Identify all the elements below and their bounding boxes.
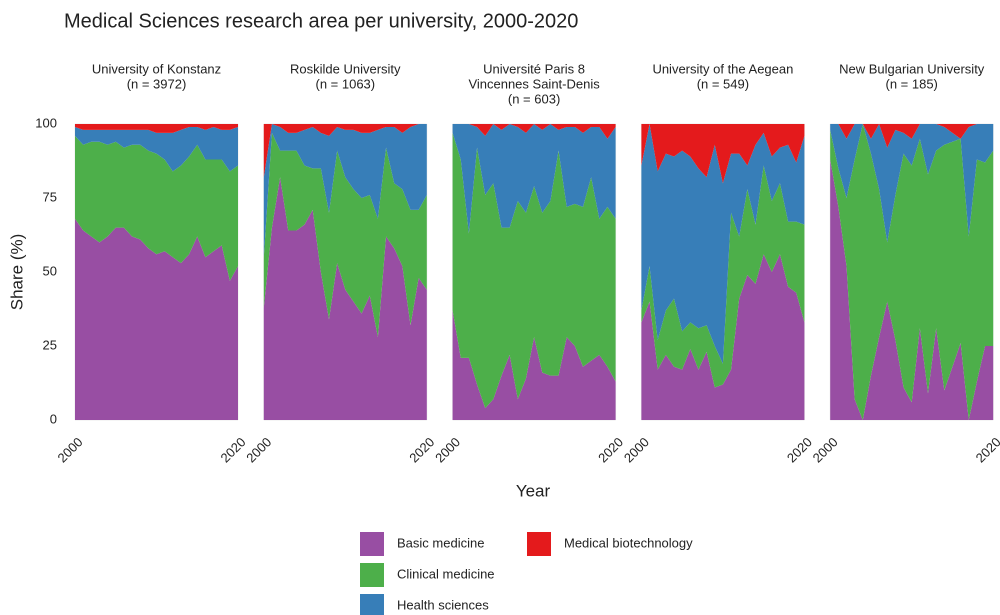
facet-title: University of Konstanz	[92, 61, 221, 76]
facet-title: University of the Aegean	[652, 61, 793, 76]
area	[75, 126, 238, 172]
y-tick-label: 50	[43, 263, 57, 278]
facet-title: New Bulgarian University	[839, 61, 985, 76]
area	[641, 124, 805, 184]
x-tick-label: 2000	[432, 434, 463, 465]
x-tick-label: 2000	[621, 434, 652, 465]
y-tick-label: 25	[43, 337, 57, 352]
facet-title: (n = 185)	[885, 76, 937, 91]
facet-title: (n = 549)	[697, 76, 749, 91]
x-tick-label: 2000	[810, 434, 841, 465]
y-tick-label: 0	[50, 411, 57, 426]
area	[452, 310, 616, 420]
area	[830, 159, 994, 420]
x-tick-label: 2000	[243, 434, 274, 465]
facet-title: (n = 3972)	[127, 76, 187, 91]
area	[263, 124, 427, 258]
x-tick-label: 2000	[54, 434, 85, 465]
area	[830, 124, 994, 243]
y-tick-label: 75	[43, 189, 57, 204]
legend-swatch	[360, 563, 384, 587]
x-tick-label: 2020	[595, 434, 626, 465]
area	[641, 254, 805, 420]
y-axis-label: Share (%)	[7, 234, 26, 311]
legend-swatch	[360, 594, 384, 615]
area	[75, 135, 238, 281]
facet-title: Roskilde University	[290, 61, 401, 76]
area	[641, 124, 805, 364]
area	[75, 124, 238, 133]
x-axis-label: Year	[516, 481, 551, 500]
area	[452, 124, 616, 234]
legend-label: Health sciences	[397, 597, 489, 612]
x-tick-label: 2020	[406, 434, 437, 465]
x-tick-label: 2020	[784, 434, 815, 465]
area	[263, 132, 427, 338]
area	[452, 124, 616, 139]
facet-title: Université Paris 8	[483, 61, 585, 76]
area	[75, 218, 238, 420]
legend-label: Medical biotechnology	[564, 535, 693, 550]
legend-swatch	[527, 532, 551, 556]
area	[641, 165, 805, 388]
legend-label: Basic medicine	[397, 535, 484, 550]
facet-title: Vincennes Saint-Denis	[468, 76, 600, 91]
facet-title: (n = 603)	[508, 91, 560, 106]
x-tick-label: 2020	[973, 434, 1000, 465]
legend-label: Clinical medicine	[397, 566, 495, 581]
area	[452, 132, 616, 409]
chart-title: Medical Sciences research area per unive…	[64, 10, 578, 32]
area	[263, 177, 427, 420]
area	[830, 124, 994, 148]
x-tick-label: 2020	[217, 434, 248, 465]
legend-swatch	[360, 532, 384, 556]
area	[830, 124, 994, 420]
y-tick-label: 100	[35, 115, 57, 130]
facet-title: (n = 1063)	[315, 76, 375, 91]
